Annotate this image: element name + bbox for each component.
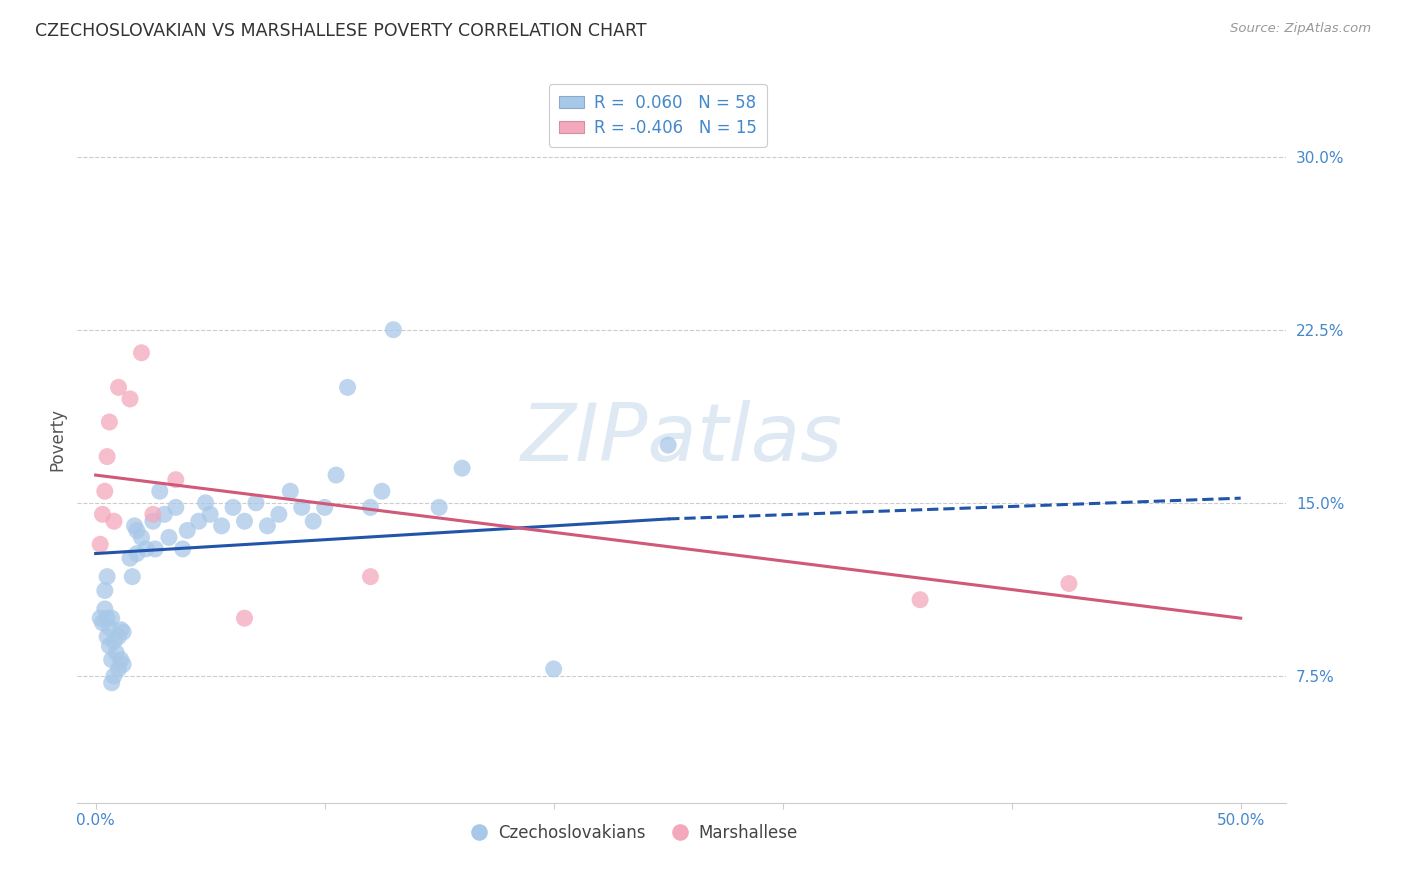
- Point: [302, 514, 325, 528]
- Point: [91, 508, 114, 522]
- Point: [657, 438, 679, 452]
- Point: [325, 468, 347, 483]
- Point: [451, 461, 474, 475]
- Point: [222, 500, 245, 515]
- Point: [233, 611, 256, 625]
- Point: [125, 547, 148, 561]
- Point: [125, 524, 148, 538]
- Point: [143, 541, 166, 556]
- Point: [382, 323, 405, 337]
- Point: [98, 620, 121, 634]
- Point: [908, 592, 931, 607]
- Point: [233, 514, 256, 528]
- Point: [103, 669, 125, 683]
- Point: [96, 611, 118, 625]
- Point: [103, 514, 125, 528]
- Point: [427, 500, 450, 515]
- Point: [543, 662, 565, 676]
- Point: [110, 653, 132, 667]
- Point: [107, 380, 129, 394]
- Point: [245, 496, 267, 510]
- Point: [187, 514, 209, 528]
- Point: [194, 496, 217, 510]
- Point: [100, 675, 122, 690]
- Point: [112, 625, 135, 640]
- Point: [89, 611, 111, 625]
- Point: [91, 615, 114, 630]
- Point: [291, 500, 314, 515]
- Point: [336, 380, 359, 394]
- Point: [371, 484, 394, 499]
- Point: [98, 639, 121, 653]
- Point: [211, 519, 233, 533]
- Point: [107, 662, 129, 676]
- Point: [131, 530, 153, 544]
- Point: [107, 630, 129, 644]
- Point: [100, 611, 122, 625]
- Text: Source: ZipAtlas.com: Source: ZipAtlas.com: [1230, 22, 1371, 36]
- Point: [176, 524, 198, 538]
- Point: [110, 623, 132, 637]
- Point: [96, 569, 118, 583]
- Point: [172, 541, 194, 556]
- Point: [94, 602, 117, 616]
- Legend: Czechoslovakians, Marshallese: Czechoslovakians, Marshallese: [463, 818, 804, 849]
- Point: [112, 657, 135, 672]
- Point: [314, 500, 336, 515]
- Point: [256, 519, 278, 533]
- Y-axis label: Poverty: Poverty: [48, 408, 66, 471]
- Point: [98, 415, 121, 429]
- Point: [96, 630, 118, 644]
- Point: [165, 473, 187, 487]
- Point: [100, 653, 122, 667]
- Point: [118, 392, 141, 406]
- Point: [135, 541, 157, 556]
- Point: [142, 508, 165, 522]
- Point: [157, 530, 180, 544]
- Point: [96, 450, 118, 464]
- Point: [149, 484, 172, 499]
- Point: [89, 537, 111, 551]
- Point: [105, 646, 128, 660]
- Point: [121, 569, 143, 583]
- Point: [142, 514, 165, 528]
- Text: CZECHOSLOVAKIAN VS MARSHALLESE POVERTY CORRELATION CHART: CZECHOSLOVAKIAN VS MARSHALLESE POVERTY C…: [35, 22, 647, 40]
- Point: [124, 519, 146, 533]
- Point: [359, 500, 381, 515]
- Point: [131, 345, 153, 359]
- Point: [94, 484, 117, 499]
- Point: [1057, 576, 1080, 591]
- Point: [153, 508, 176, 522]
- Point: [267, 508, 290, 522]
- Point: [198, 508, 221, 522]
- Point: [359, 569, 381, 583]
- Point: [94, 583, 117, 598]
- Point: [165, 500, 187, 515]
- Point: [103, 634, 125, 648]
- Point: [118, 551, 141, 566]
- Point: [278, 484, 301, 499]
- Text: ZIPatlas: ZIPatlas: [520, 401, 844, 478]
